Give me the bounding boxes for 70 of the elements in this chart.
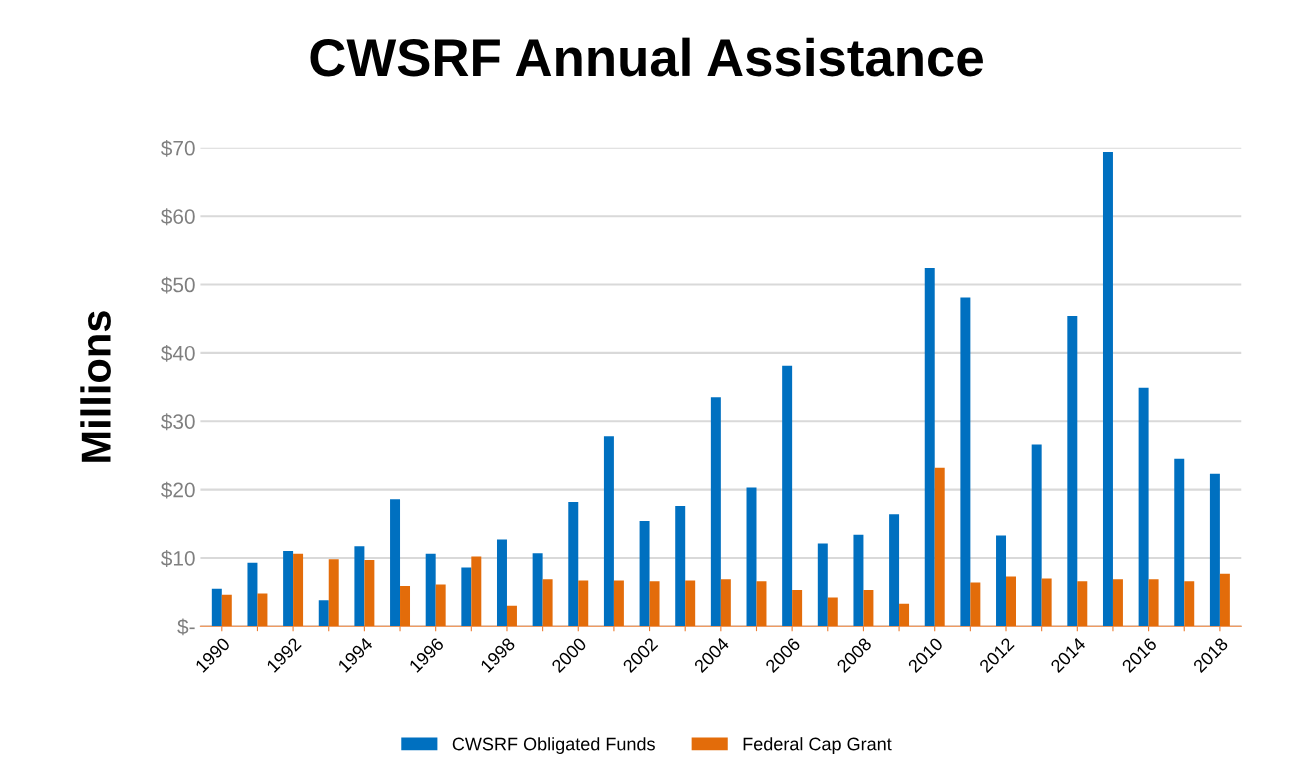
- bar: [1067, 315, 1078, 627]
- bar: [970, 582, 981, 627]
- bar: [568, 501, 579, 627]
- bar: [1148, 579, 1159, 627]
- bar: [649, 581, 660, 627]
- bar: [328, 559, 339, 627]
- bar: [1112, 579, 1123, 627]
- bar: [603, 436, 614, 627]
- y-tick-label: $40: [161, 345, 195, 362]
- bar: [257, 593, 268, 627]
- y-tick-label: $-: [177, 618, 195, 636]
- bar: [720, 579, 731, 627]
- bar: [1174, 458, 1185, 627]
- bar: [1102, 151, 1113, 627]
- bar: [1031, 444, 1042, 627]
- bar: [221, 594, 232, 627]
- bar: [318, 600, 329, 627]
- y-tick-label: $60: [161, 208, 195, 226]
- bar: [364, 559, 375, 627]
- y-tick-label: $30: [161, 413, 195, 431]
- bar: [817, 543, 828, 627]
- y-tick-label: $70: [161, 139, 195, 157]
- bar: [685, 580, 696, 627]
- bar: [960, 297, 971, 627]
- bar: [1077, 581, 1088, 627]
- y-tick-label: $20: [161, 481, 195, 499]
- bar: [613, 580, 624, 627]
- bar: [283, 551, 294, 627]
- chart-title: CWSRF Annual Assistance: [310, 37, 983, 77]
- bar: [461, 567, 472, 627]
- legend-label: CWSRF Obligated Funds: [452, 737, 655, 754]
- bar: [1138, 387, 1149, 627]
- bar: [675, 505, 686, 627]
- bar: [1184, 581, 1195, 627]
- bar: [471, 556, 482, 627]
- bar: [889, 514, 900, 627]
- bar: [863, 590, 874, 627]
- bar: [756, 581, 767, 627]
- bar: [639, 521, 650, 627]
- bar: [996, 535, 1007, 627]
- y-tick-label: $50: [161, 276, 195, 294]
- bar: [934, 467, 945, 627]
- bar: [496, 539, 507, 627]
- legend-label: Federal Cap Grant: [743, 737, 892, 754]
- bar: [899, 603, 910, 627]
- bar: [578, 580, 589, 627]
- bar: [542, 579, 553, 627]
- y-tick-label: $10: [161, 550, 195, 567]
- bar: [435, 584, 446, 627]
- bar: [354, 546, 365, 627]
- bar: [400, 585, 411, 627]
- bar: [853, 534, 864, 627]
- bar: [390, 499, 401, 627]
- bar: [247, 562, 258, 627]
- bar: [710, 397, 721, 627]
- bar: [1041, 578, 1052, 627]
- bar: [782, 365, 793, 627]
- bar: [746, 487, 757, 627]
- bar: [532, 553, 543, 627]
- bar: [924, 268, 935, 627]
- bar: [425, 553, 436, 627]
- bar: [1219, 573, 1230, 627]
- bar: [211, 588, 222, 627]
- bar: [792, 590, 803, 627]
- bar: [1209, 473, 1220, 627]
- bar: [1006, 576, 1016, 627]
- bar: [293, 553, 304, 627]
- bar: [827, 597, 838, 627]
- y-axis-title: Millions: [80, 311, 111, 462]
- bar: [506, 605, 517, 627]
